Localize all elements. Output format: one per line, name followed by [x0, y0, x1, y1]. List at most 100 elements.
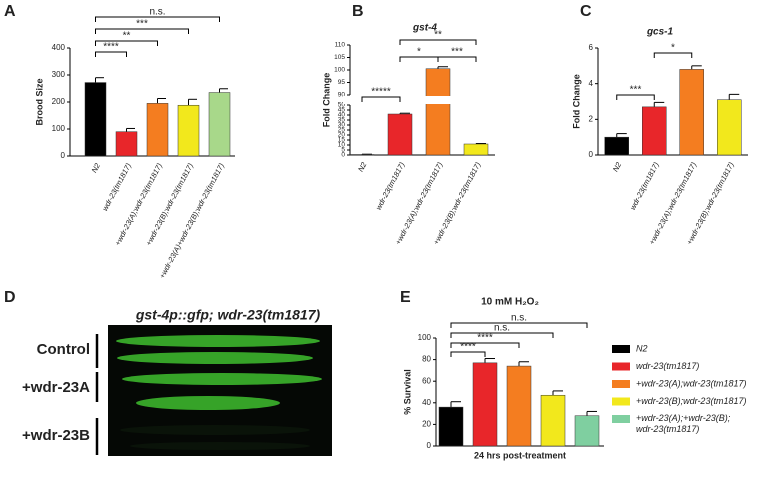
- y-tick-label: 50: [338, 102, 346, 109]
- bar: [506, 365, 532, 447]
- y-tick-label: 5: [341, 147, 345, 154]
- bar: [177, 104, 200, 157]
- chart-title: 10 mM H₂O₂: [481, 297, 539, 308]
- x-tick-label: wdr-23(tm1817): [374, 160, 407, 211]
- y-tick-label: 80: [422, 355, 431, 364]
- legend-line: +wdr-23(A);+wdr-23(B);: [636, 413, 731, 423]
- sig-label: ****: [477, 333, 493, 344]
- chart-title: gst-4: [412, 23, 437, 34]
- bar: [425, 68, 451, 156]
- y-tick-label: 0: [427, 441, 432, 450]
- y-tick-label: 30: [338, 122, 346, 129]
- sig-bracket: [399, 39, 477, 45]
- legend-swatch: [612, 397, 630, 406]
- sig-label: n.s.: [511, 313, 527, 324]
- sig-bracket: [95, 16, 220, 22]
- legend-swatch: [612, 380, 630, 388]
- bar: [349, 154, 375, 156]
- y-tick-label: 95: [338, 79, 346, 86]
- sig-label: **: [123, 31, 131, 42]
- legend-label: wdr-23(tm1817): [636, 361, 699, 371]
- panel-title: gst-4p::gfp; wdr-23(tm1817): [135, 307, 321, 323]
- legend-label: +wdr-23(B);wdr-23(tm1817): [636, 396, 746, 406]
- sig-label: *: [417, 47, 421, 58]
- x-tick-label: wdr-23(tm1817): [100, 161, 133, 212]
- sig-bracket: [95, 28, 189, 34]
- bar: [146, 103, 169, 157]
- y-tick-label: 4: [589, 79, 594, 88]
- y-tick-label: 0: [61, 151, 66, 160]
- y-tick-label: 100: [418, 333, 432, 342]
- bar: [717, 99, 742, 156]
- bar: [387, 113, 413, 156]
- x-axis-label: 24 hrs post-treatment: [474, 450, 566, 460]
- sig-bracket: [450, 342, 520, 348]
- axis-break: [343, 96, 495, 104]
- sig-label: *****: [371, 87, 391, 98]
- sig-bracket: [653, 52, 693, 58]
- bar: [463, 143, 489, 156]
- legend-swatch: [612, 362, 630, 371]
- y-tick-label: 90: [338, 92, 346, 99]
- y-tick-label: 10: [338, 142, 346, 149]
- y-axis-label: Fold Change: [321, 73, 331, 128]
- sig-label: ***: [630, 85, 642, 96]
- sig-label: ****: [460, 342, 476, 353]
- bar: [642, 106, 667, 156]
- worms: [116, 335, 322, 450]
- sig-label: *: [671, 43, 675, 54]
- legend-swatch: [612, 345, 630, 353]
- chart-title: gcs-1: [646, 27, 674, 38]
- y-tick-label: 100: [334, 67, 345, 74]
- y-tick-label: 60: [422, 376, 431, 385]
- row-label: Control: [37, 341, 90, 358]
- sig-label: ****: [103, 42, 119, 53]
- legend-label: +wdr-23(A);wdr-23(tm1817): [636, 378, 746, 388]
- y-tick-label: 300: [52, 70, 66, 79]
- x-tick-label: N2: [356, 160, 369, 173]
- sig-label: n.s.: [149, 7, 165, 18]
- y-tick-label: 20: [422, 420, 431, 429]
- y-tick-label: 35: [338, 117, 346, 124]
- sig-label: **: [434, 30, 442, 41]
- y-tick-label: 45: [338, 107, 346, 114]
- sig-bracket: [361, 96, 401, 102]
- panel-label: A: [4, 3, 16, 20]
- y-tick-label: 200: [52, 97, 66, 106]
- sig-label: n.s.: [494, 323, 510, 334]
- legend-line: wdr-23(tm1817): [636, 424, 699, 434]
- sig-bracket: [437, 56, 477, 62]
- panel-label: E: [400, 289, 411, 306]
- x-tick-label: N2: [90, 161, 103, 174]
- y-tick-label: 400: [52, 43, 66, 52]
- y-tick-label: 25: [338, 127, 346, 134]
- bar: [208, 92, 231, 157]
- row-label: +wdr-23B: [22, 427, 90, 444]
- y-tick-label: 40: [422, 398, 431, 407]
- legend-swatch: [612, 415, 630, 423]
- y-tick-label: 6: [589, 43, 594, 52]
- y-tick-label: 105: [334, 54, 345, 61]
- sig-bracket: [95, 40, 158, 46]
- bar: [472, 362, 498, 447]
- x-tick-label: N2: [611, 160, 624, 173]
- sig-label: ***: [451, 47, 463, 58]
- y-tick-label: 2: [589, 114, 594, 123]
- bar: [115, 131, 138, 157]
- y-tick-label: 0: [341, 152, 345, 159]
- legend-label: N2: [636, 343, 648, 353]
- y-tick-label: 100: [52, 124, 66, 133]
- y-tick-label: 15: [338, 137, 346, 144]
- y-tick-label: 20: [338, 132, 346, 139]
- panel-label: C: [580, 3, 592, 20]
- panel-label: D: [4, 289, 16, 306]
- bar: [540, 394, 566, 447]
- y-axis-label: Fold Change: [571, 74, 581, 129]
- bar: [679, 69, 704, 156]
- bar: [574, 415, 600, 447]
- sig-bracket: [399, 56, 439, 62]
- x-tick-label: +wdr-23(A)+wdr-23(B);wdr-23(tm1817): [157, 161, 226, 280]
- bar: [438, 406, 464, 447]
- sig-bracket: [450, 351, 486, 357]
